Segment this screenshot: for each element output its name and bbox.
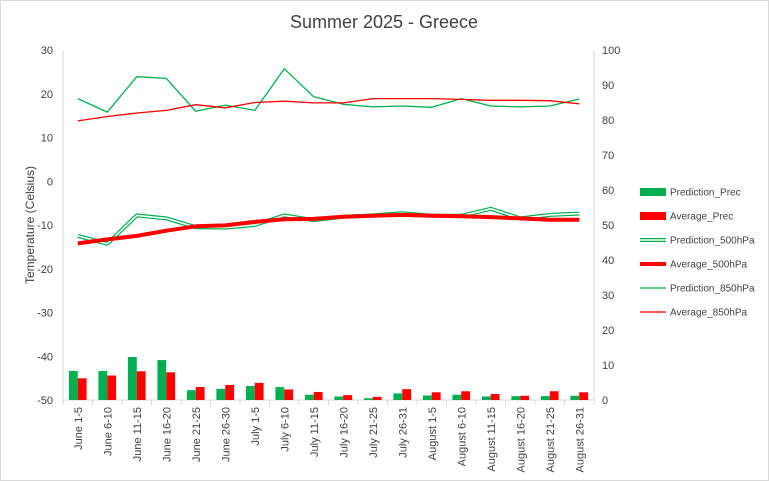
y-tick-label: -50 [37,395,53,407]
bar-average-prec [77,378,87,400]
bar-average-prec [225,384,235,400]
bar-prediction-prec [511,396,521,400]
bar-prediction-prec [245,386,255,400]
y2-tick-label: 50 [602,220,614,232]
x-tick-label: July 6-10 [279,407,291,452]
x-tick-label: June 16-20 [161,407,173,462]
bar-average-prec [166,372,176,400]
bar-average-prec [520,395,530,400]
bar-average-prec [461,391,471,400]
bar-average-prec [431,392,441,400]
legend-label-average-prec: Average_Prec [670,212,733,223]
y2-tick-label: 90 [602,80,614,92]
legend-label-prediction-850hpa: Prediction_850hPa [670,284,755,295]
y-tick-label: -40 [37,351,53,363]
bar-average-prec [107,375,117,400]
bar-prediction-prec [363,398,373,400]
bar-average-prec [195,387,205,400]
y2-tick-label: 70 [602,150,614,162]
y-axis-label: Temperature (Celsius) [23,166,37,284]
bar-average-prec [343,395,353,400]
bar-prediction-prec [422,395,432,400]
x-tick-label: July 11-15 [309,407,321,457]
legend-swatch-average-prec [640,212,666,220]
y2-tick-label: 60 [602,185,614,197]
bar-prediction-prec [540,396,550,400]
bar-average-prec [254,382,264,400]
chart-title: Summer 2025 - Greece [290,12,478,32]
bar-average-prec [284,389,294,400]
x-tick-label: June 6-10 [102,407,114,456]
y-tick-label: 0 [47,176,53,188]
x-tick-label: August 16-20 [515,407,527,472]
plot-area: 3020100-10-20-30-40-50100908070605040302… [37,45,620,472]
bar-average-prec [549,391,559,400]
x-tick-label: August 26-31 [574,407,586,472]
bar-average-prec [313,391,323,400]
x-tick-label: June 21-25 [191,407,203,462]
y2-tick-label: 40 [602,255,614,267]
bar-prediction-prec [68,370,78,400]
y2-tick-label: 80 [602,115,614,127]
y2-tick-label: 20 [602,325,614,337]
bar-prediction-prec [216,388,226,400]
x-tick-label: August 6-10 [456,407,468,466]
bar-average-prec [579,392,589,400]
bar-prediction-prec [157,360,167,400]
x-tick-label: July 1-5 [250,407,262,446]
y2-tick-label: 30 [602,290,614,302]
legend: Prediction_Prec Average_Prec Prediction_50… [640,188,755,319]
y2-tick-label: 100 [602,45,620,57]
bar-average-prec [136,371,146,400]
x-tick-label: July 16-20 [338,407,350,458]
x-tick-label: July 26-31 [397,407,409,458]
y2-tick-label: 10 [602,360,614,372]
legend-label-prediction-500hpa: Prediction_500hPa [670,236,755,247]
x-tick-label: August 1-5 [427,407,439,460]
y-tick-label: 10 [41,133,53,145]
bar-prediction-prec [98,370,108,400]
bar-average-prec [402,389,412,400]
bar-average-prec [372,396,382,400]
y-tick-label: -20 [37,264,53,276]
legend-swatch-prediction-prec [640,188,666,196]
y-tick-label: -30 [37,308,53,320]
x-tick-label: July 21-25 [368,407,380,458]
legend-label-average-500hpa: Average_500hPa [670,260,748,271]
bar-prediction-prec [186,390,196,400]
y-tick-label: 20 [41,89,53,101]
x-tick-label: June 26-30 [220,407,232,462]
legend-label-average-850hpa: Average_850hPa [670,308,748,319]
x-tick-label: June 11-15 [132,407,144,461]
bar-prediction-prec [481,396,491,400]
line-average-500hpa [77,212,580,246]
bar-prediction-prec [304,394,314,400]
x-tick-label: August 21-25 [545,407,557,472]
line-prediction-850hpa [77,68,580,113]
bar-prediction-prec [127,356,137,400]
x-tick-label: August 11-15 [486,407,498,472]
bar-prediction-prec [452,394,462,400]
x-tick-label: June 1-5 [73,407,85,450]
legend-label-prediction-prec: Prediction_Prec [670,188,741,199]
bar-prediction-prec [570,395,580,400]
bar-prediction-prec [334,396,344,400]
y-tick-label: 30 [41,45,53,57]
bar-prediction-prec [275,387,285,400]
bar-prediction-prec [393,393,403,400]
y2-tick-label: 0 [602,395,608,407]
bar-average-prec [490,394,500,400]
y-tick-label: -10 [37,220,53,232]
line-average-850hpa [77,97,580,122]
